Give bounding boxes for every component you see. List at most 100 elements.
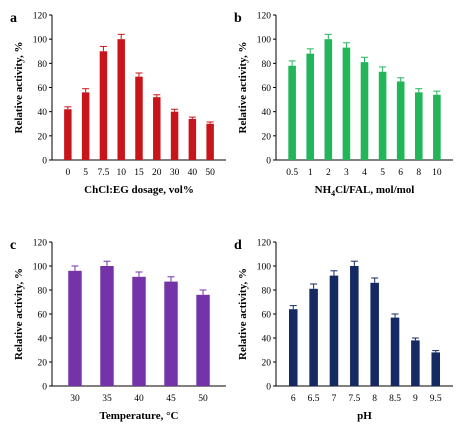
panel-label: b (234, 11, 242, 26)
x-tick-label: 40 (134, 394, 144, 404)
x-tick-label: 7.5 (97, 168, 109, 178)
x-tick-label: 30 (70, 394, 80, 404)
y-tick-label: 100 (33, 263, 48, 273)
x-tick-label: 0.5 (286, 168, 298, 178)
y-tick-label: 40 (38, 108, 48, 118)
bar (170, 111, 179, 160)
panel-b: b 0 20 40 60 80 100 120 Relative activity, % 0.5 1… (234, 11, 453, 198)
bar (81, 92, 90, 160)
y-tick-label: 120 (257, 12, 272, 22)
y-tick-label: 120 (33, 239, 48, 249)
bar (342, 47, 351, 160)
bar (390, 317, 400, 386)
x-tick-label: 8 (416, 168, 421, 178)
x-tick-label: 1 (308, 168, 313, 178)
x-tick-label: 6 (398, 168, 403, 178)
x-tick-label: 50 (198, 394, 208, 404)
y-tick-label: 0 (42, 383, 47, 393)
x-tick-label: 4 (362, 168, 367, 178)
bar (99, 51, 108, 160)
x-axis-label: Temperature, °C (100, 410, 179, 422)
x-tick-label: 0 (65, 168, 70, 178)
x-tick-label: 5 (83, 168, 88, 178)
panel-label: a (10, 11, 17, 26)
y-tick-label: 120 (33, 12, 48, 22)
bar (132, 276, 146, 386)
bar (370, 282, 379, 386)
y-tick-label: 0 (42, 157, 47, 167)
y-tick-label: 0 (266, 157, 271, 167)
bar (306, 53, 315, 160)
y-tick-label: 20 (38, 359, 48, 369)
y-tick-label: 40 (262, 335, 272, 345)
x-tick-label: 15 (134, 168, 144, 178)
x-tick-label: 6 (291, 394, 296, 404)
bar (396, 81, 405, 160)
x-tick-label: 10 (432, 168, 442, 178)
x-tick-label: 50 (205, 168, 215, 178)
x-tick-label: 30 (170, 168, 180, 178)
bar (433, 94, 441, 160)
x-tick-label: 7 (332, 394, 337, 404)
y-tick-label: 60 (262, 84, 272, 94)
y-tick-label: 100 (257, 36, 272, 46)
y-tick-label: 80 (262, 60, 272, 70)
panel-c: c 0 20 40 60 80 100 120 Relative activity, % 30 35… (10, 238, 226, 422)
bar (288, 309, 298, 386)
x-tick-label: 7.5 (348, 394, 360, 404)
y-axis-label: Relative activity, % (13, 42, 25, 134)
y-tick-label: 40 (262, 108, 272, 118)
y-tick-label: 100 (257, 263, 272, 273)
x-tick-label: 9 (413, 394, 418, 404)
y-tick-label: 20 (38, 132, 48, 142)
x-tick-label: 6.5 (308, 394, 320, 404)
y-axis-label: Relative activity, % (13, 268, 25, 360)
y-tick-label: 20 (262, 359, 272, 369)
x-axis-label: ChCl:EG dosage, vol% (84, 184, 194, 196)
panel-a: a 0 20 40 60 80 100 120 Relative activity, % 0 5 7.… (10, 11, 226, 196)
bar (206, 123, 214, 160)
y-tick-label: 100 (33, 36, 48, 46)
x-tick-label: 5 (380, 168, 385, 178)
bar (135, 76, 143, 160)
bar (64, 109, 72, 160)
bar (196, 294, 210, 386)
x-tick-label: 35 (102, 394, 112, 404)
y-tick-label: 80 (38, 60, 48, 70)
x-tick-label: 2 (326, 168, 331, 178)
panel-label: d (234, 238, 242, 253)
bar (117, 39, 125, 160)
panel-d: d 0 20 40 60 80 100 120 Relative activity, % 6 6.5… (234, 238, 453, 422)
x-axis-label: pH (357, 410, 372, 422)
bar (350, 266, 359, 386)
x-tick-label: 8.5 (389, 394, 401, 404)
x-tick-label: 45 (166, 394, 176, 404)
x-tick-label: 10 (116, 168, 126, 178)
x-tick-label: 20 (152, 168, 162, 178)
y-tick-label: 60 (262, 311, 272, 321)
bar (378, 71, 387, 160)
x-tick-label: 9.5 (430, 394, 442, 404)
bar (309, 288, 318, 386)
y-tick-label: 80 (38, 287, 48, 297)
x-axis-label: NH4Cl/FAL, mol/mol (315, 184, 415, 198)
panel-label: c (10, 238, 16, 253)
bar (188, 118, 197, 160)
bar (153, 97, 161, 160)
y-axis-label: Relative activity, % (237, 268, 249, 360)
bar (414, 92, 423, 160)
bar (68, 270, 82, 386)
bar (324, 39, 333, 160)
bar (329, 275, 339, 386)
y-tick-label: 120 (257, 239, 272, 249)
bar (164, 281, 178, 386)
bar (288, 65, 296, 160)
y-tick-label: 0 (266, 383, 271, 393)
y-tick-label: 40 (38, 335, 48, 345)
y-axis-label: Relative activity, % (237, 42, 249, 134)
bar (360, 62, 369, 160)
x-tick-label: 8 (372, 394, 377, 404)
bar (100, 266, 114, 386)
y-tick-label: 60 (38, 311, 48, 321)
